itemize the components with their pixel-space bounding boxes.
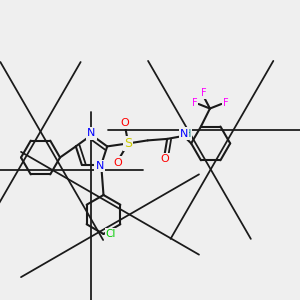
Text: N: N bbox=[87, 128, 96, 139]
Text: S: S bbox=[124, 137, 132, 150]
Text: O: O bbox=[113, 158, 122, 168]
Text: Cl: Cl bbox=[106, 229, 116, 239]
Text: H: H bbox=[184, 128, 191, 139]
Text: F: F bbox=[223, 98, 228, 107]
Text: O: O bbox=[121, 118, 130, 128]
Text: F: F bbox=[201, 88, 207, 98]
Text: N: N bbox=[95, 161, 104, 171]
Text: F: F bbox=[191, 98, 197, 107]
Text: O: O bbox=[160, 154, 169, 164]
Text: N: N bbox=[180, 128, 188, 139]
